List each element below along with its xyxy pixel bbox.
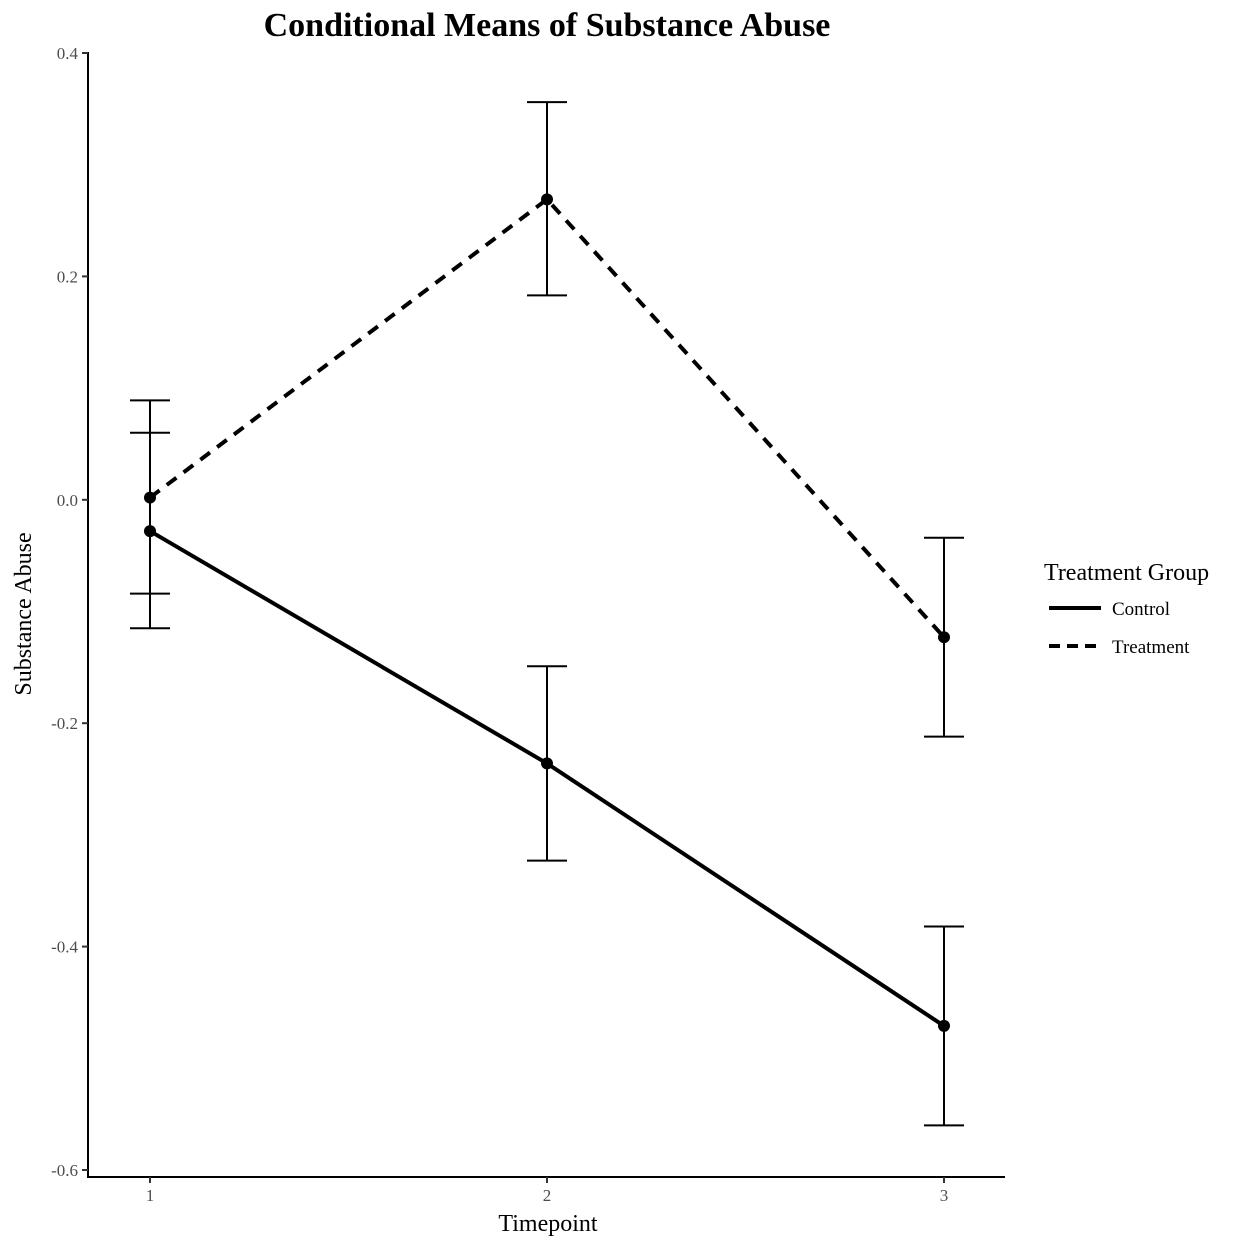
treatment-line bbox=[148, 196, 946, 639]
y-ticks: 0.4 0.2 0.0 -0.2 -0.4 -0.6 bbox=[51, 44, 88, 1180]
legend-label-treatment: Treatment bbox=[1112, 637, 1190, 658]
x-tick-label: 3 bbox=[940, 1186, 949, 1205]
legend-item-control: Control bbox=[1049, 599, 1170, 620]
y-tick-label: -0.2 bbox=[51, 714, 78, 733]
legend-title: Treatment Group bbox=[1044, 560, 1209, 586]
x-axis-title: Timepoint bbox=[498, 1211, 597, 1237]
chart-title: Conditional Means of Substance Abuse bbox=[264, 7, 831, 44]
control-point bbox=[938, 1019, 950, 1032]
x-tick-label: 1 bbox=[146, 1186, 155, 1205]
y-tick-label: -0.6 bbox=[51, 1161, 78, 1180]
y-tick-label: 0.0 bbox=[57, 491, 78, 510]
control-point bbox=[541, 757, 553, 770]
y-tick-label: -0.4 bbox=[51, 938, 78, 957]
series-control bbox=[130, 431, 964, 1127]
treatment-point bbox=[938, 631, 950, 644]
treatment-point bbox=[144, 491, 156, 504]
y-tick-label: 0.2 bbox=[57, 267, 78, 286]
x-ticks: 1 2 3 bbox=[146, 1177, 949, 1205]
legend-item-treatment: Treatment bbox=[1049, 637, 1190, 658]
legend-items: Control Treatment bbox=[1049, 599, 1190, 658]
legend-label-control: Control bbox=[1112, 599, 1170, 620]
y-axis-title: Substance Abuse bbox=[11, 532, 37, 695]
plot-area bbox=[130, 101, 964, 1127]
y-tick-label: 0.4 bbox=[57, 44, 79, 63]
x-tick-label: 2 bbox=[543, 1186, 552, 1205]
legend: Treatment Group Control Treatment bbox=[1044, 560, 1209, 658]
series-treatment bbox=[130, 101, 964, 738]
treatment-point bbox=[541, 193, 553, 206]
